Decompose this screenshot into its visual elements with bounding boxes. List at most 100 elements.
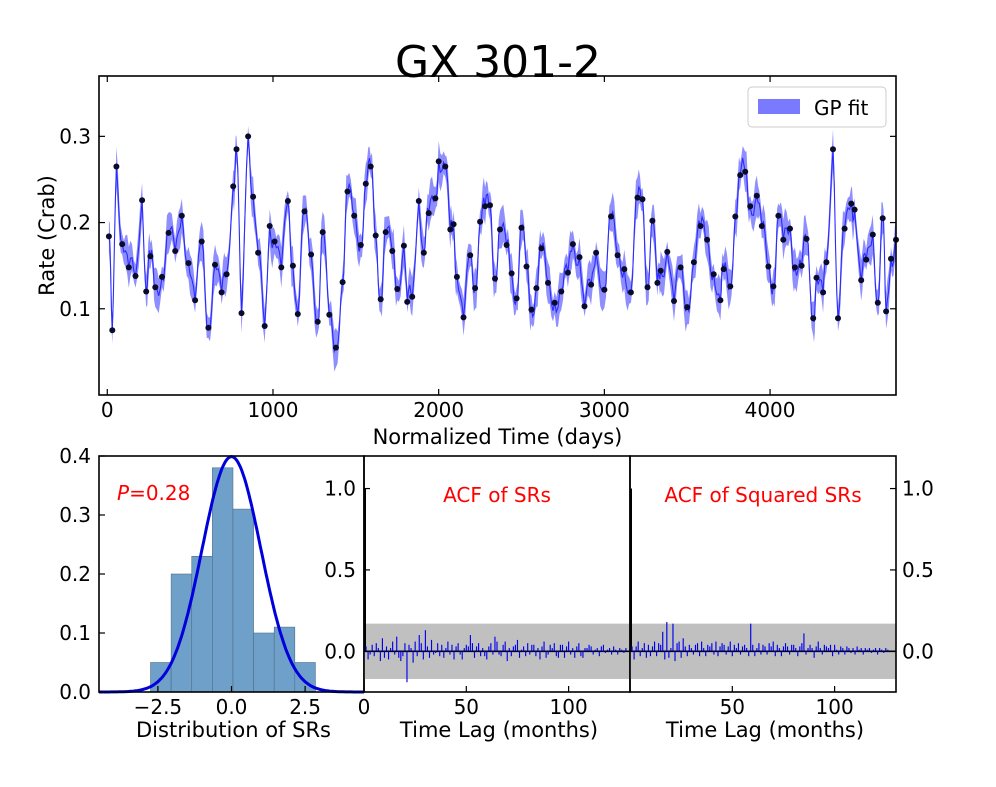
data-point	[608, 213, 614, 220]
acf-bar	[770, 646, 772, 652]
acf-bar	[365, 646, 367, 652]
acf-bar	[369, 651, 371, 655]
data-point	[581, 303, 588, 310]
y-tick-label: 0.0	[324, 639, 356, 663]
gp-confidence-band	[108, 126, 896, 372]
data-point	[813, 274, 820, 281]
data-point	[294, 311, 301, 317]
x-tick-label: 100	[816, 695, 854, 719]
acf-bar	[631, 646, 633, 652]
acf-bar	[508, 648, 510, 652]
data-point	[564, 269, 571, 276]
data-point	[664, 248, 671, 255]
acf-bar	[786, 646, 789, 652]
y-tick-label: 0.3	[59, 503, 91, 527]
acf-bar	[545, 651, 547, 658]
acf-bar	[506, 651, 508, 662]
data-point	[503, 242, 510, 248]
data-point	[432, 195, 439, 202]
acf-bar	[872, 649, 875, 652]
acf-bar	[803, 633, 805, 652]
acf-bar	[484, 651, 486, 657]
acf-bar	[574, 651, 576, 658]
data-point	[218, 289, 225, 296]
acf-bar	[602, 644, 604, 652]
data-point	[684, 304, 691, 311]
data-point	[497, 226, 503, 233]
data-point	[261, 323, 268, 329]
acf-bar	[850, 651, 852, 653]
data-point	[230, 183, 237, 190]
acf-bar	[815, 646, 817, 652]
x-tick-label: 1000	[248, 398, 299, 422]
acf-bar	[766, 651, 768, 655]
acf-bar	[420, 643, 422, 652]
data-point	[415, 198, 422, 204]
acf-bar	[799, 646, 801, 652]
acf-bar	[842, 648, 844, 652]
y-tick-label: 0.4	[59, 444, 91, 468]
acf-bar	[478, 643, 480, 652]
data-point	[747, 203, 754, 210]
data-point	[238, 310, 245, 317]
p-symbol: P	[117, 481, 130, 505]
data-point	[888, 255, 894, 262]
acf-bar	[795, 648, 797, 652]
acf-bar	[580, 651, 582, 657]
data-point	[482, 203, 489, 210]
acf-bar	[813, 651, 815, 658]
data-point	[289, 262, 296, 269]
p-value-annotation: P=0.28	[117, 481, 190, 505]
data-point	[460, 314, 467, 321]
acf-bar	[694, 644, 697, 652]
acf-bar	[535, 651, 537, 657]
acf-bar	[649, 651, 652, 657]
acf-bar	[877, 651, 879, 655]
acf-bar	[604, 651, 607, 653]
data-point	[874, 299, 881, 306]
data-point	[450, 221, 457, 228]
x-axis-label: Time Lag (months)	[665, 718, 864, 742]
acf-bar	[467, 646, 469, 652]
acf-bar	[870, 651, 873, 653]
data-point	[879, 215, 886, 222]
acf-bar	[594, 649, 596, 652]
acf-bar	[656, 651, 658, 657]
x-tick-label: 0	[101, 398, 114, 422]
data-point	[172, 248, 179, 254]
data-point	[185, 260, 192, 267]
acf-bar	[596, 648, 598, 652]
data-point	[152, 284, 159, 291]
acf-squared-srs-panel: 50 100 0.0 0.5 1.0 ACF of Squared SRs Time Lag…	[629, 455, 934, 742]
data-point	[301, 208, 308, 215]
acf-bar	[400, 651, 402, 662]
data-point	[278, 264, 285, 271]
acf-bar	[383, 651, 386, 658]
data-point	[435, 158, 442, 165]
data-point	[649, 217, 656, 224]
acf-bar	[791, 644, 793, 652]
acf-bar	[721, 643, 723, 652]
acf-bar	[885, 648, 887, 652]
data-point	[205, 324, 212, 331]
x-axis-label: Normalized Time (days)	[373, 425, 623, 449]
acf-bar	[568, 641, 570, 652]
data-point	[533, 285, 540, 292]
acf-bar	[883, 651, 885, 653]
data-point	[377, 296, 384, 303]
acf-bar	[500, 651, 502, 657]
acf-bar	[613, 646, 615, 652]
acf-bar	[523, 646, 525, 652]
data-point	[362, 180, 369, 187]
data-point	[139, 197, 146, 204]
acf-bar	[512, 646, 514, 652]
data-point	[753, 192, 760, 199]
acf-bar	[498, 651, 500, 655]
acf-bar	[874, 648, 877, 652]
legend-box	[747, 86, 887, 128]
acf-bar	[821, 651, 823, 655]
legend-label: GP fit	[814, 96, 869, 120]
acf-bar	[856, 646, 858, 652]
acf-bar	[739, 651, 742, 655]
acf-bar	[496, 641, 498, 652]
